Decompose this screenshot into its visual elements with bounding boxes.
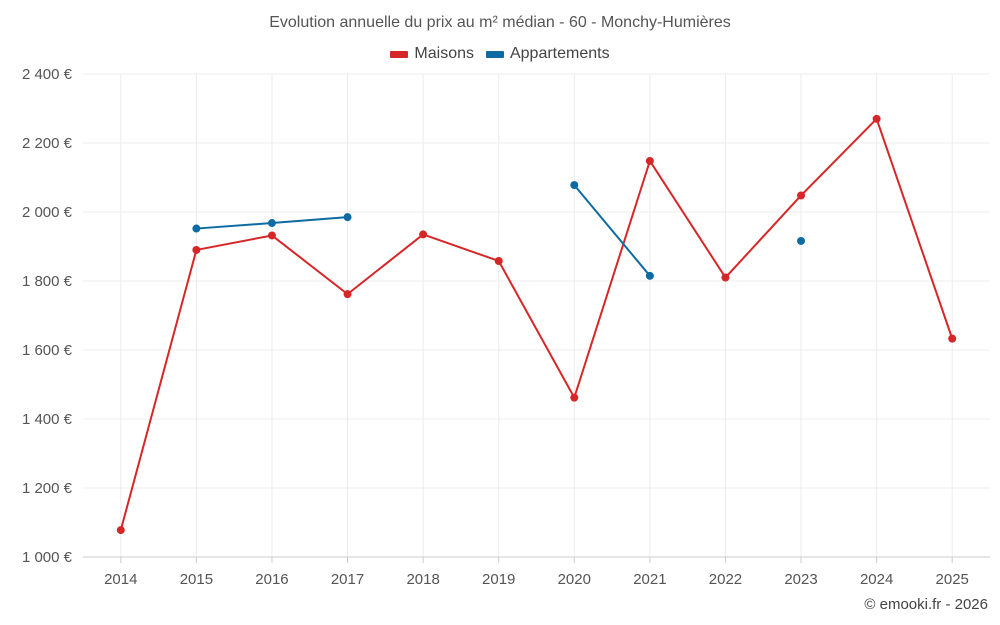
- axes: 1 000 € 1 200 € 1 400 € 1 600 € 1 800 € 2 000…: [22, 66, 990, 588]
- x-tick-label: 2023: [784, 571, 817, 588]
- x-tick-label: 2015: [180, 571, 213, 588]
- data-point-appartements[interactable]: [267, 219, 276, 228]
- data-point-appartements[interactable]: [192, 224, 201, 233]
- grid: [83, 73, 990, 557]
- series-maisons: [116, 114, 957, 535]
- y-tick-label: 1 400 €: [22, 411, 73, 428]
- legend-swatch-appartements: [485, 50, 504, 58]
- legend-label-appartements: Appartements: [509, 45, 610, 62]
- data-point-appartements[interactable]: [797, 236, 806, 245]
- x-tick-label: 2019: [482, 571, 515, 588]
- legend-label-maisons: Maisons: [414, 45, 474, 62]
- data-point-appartements[interactable]: [570, 181, 579, 190]
- credit-text: © emooki.fr - 2026: [864, 596, 988, 613]
- x-tick-label: 2025: [936, 571, 969, 588]
- data-point-maisons[interactable]: [948, 334, 957, 343]
- y-tick-label: 1 000 €: [22, 549, 73, 566]
- series-line-appartements: [573, 184, 651, 277]
- y-tick-label: 2 400 €: [22, 66, 73, 83]
- x-tick-label: 2020: [558, 571, 591, 588]
- series-layer: [116, 114, 957, 535]
- data-point-appartements[interactable]: [343, 213, 352, 222]
- data-point-maisons[interactable]: [116, 526, 125, 535]
- x-tick-label: 2017: [331, 571, 364, 588]
- data-point-appartements[interactable]: [645, 271, 654, 280]
- x-tick-label: 2021: [633, 571, 666, 588]
- x-tick-label: 2024: [860, 571, 893, 588]
- data-point-maisons[interactable]: [343, 290, 352, 299]
- x-tick-label: 2014: [104, 571, 137, 588]
- series-appartements: [192, 181, 806, 280]
- y-tick-label: 1 800 €: [22, 273, 73, 290]
- x-tick-label: 2022: [709, 571, 742, 588]
- chart-title: Evolution annuelle du prix au m² médian …: [269, 14, 731, 31]
- data-point-maisons[interactable]: [192, 245, 201, 254]
- y-tick-label: 2 200 €: [22, 135, 73, 152]
- series-line-maisons: [119, 117, 954, 531]
- x-tick-label: 2018: [406, 571, 439, 588]
- y-tick-label: 1 200 €: [22, 480, 73, 497]
- data-point-maisons[interactable]: [797, 191, 806, 200]
- legend-item-maisons[interactable]: Maisons: [390, 45, 474, 63]
- y-tick-label: 1 600 €: [22, 342, 73, 359]
- data-point-maisons[interactable]: [645, 156, 654, 165]
- legend: Maisons Appartements: [0, 45, 1000, 63]
- data-point-maisons[interactable]: [267, 231, 276, 240]
- data-point-maisons[interactable]: [419, 230, 428, 239]
- data-point-maisons[interactable]: [494, 256, 503, 265]
- x-tick-label: 2016: [255, 571, 288, 588]
- data-point-maisons[interactable]: [721, 273, 730, 282]
- legend-swatch-maisons: [390, 50, 409, 58]
- legend-item-appartements[interactable]: Appartements: [485, 45, 610, 63]
- data-point-maisons[interactable]: [872, 114, 881, 123]
- y-tick-label: 2 000 €: [22, 204, 73, 221]
- data-point-maisons[interactable]: [570, 393, 579, 402]
